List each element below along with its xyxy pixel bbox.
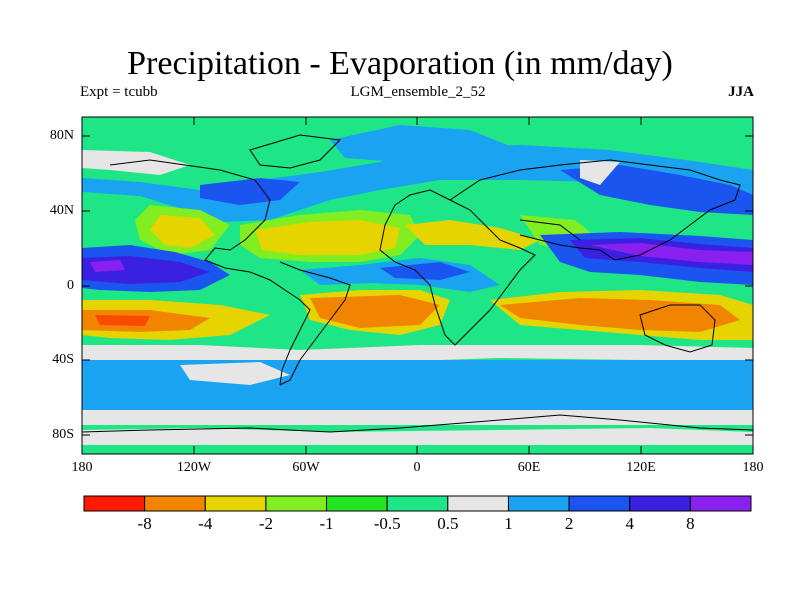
colorbar-swatch xyxy=(83,495,146,512)
colorbar-swatch xyxy=(447,495,509,512)
colorbar-label: -1 xyxy=(319,514,334,533)
colorbar-swatch xyxy=(507,495,570,512)
colorbar-swatch xyxy=(386,495,449,512)
lon-label-120e: 120E xyxy=(626,460,656,475)
colorbar-label: -8 xyxy=(137,514,152,533)
lat-label-40n: 40N xyxy=(49,203,74,218)
colorbar-swatch xyxy=(689,495,752,512)
lon-label-0: 0 xyxy=(413,460,421,475)
colorbar xyxy=(83,495,752,512)
experiment-label: Expt = tcubb xyxy=(80,84,158,100)
colorbar-swatch xyxy=(326,495,388,512)
map-title: Precipitation - Evaporation (in mm/day) xyxy=(127,45,673,82)
colorbar-label: 8 xyxy=(686,514,695,533)
colorbar-label: 0.5 xyxy=(437,514,459,533)
colorbar-swatch xyxy=(629,495,691,512)
lon-label-180w: 180 xyxy=(71,460,93,475)
colorbar-label: 2 xyxy=(564,514,574,533)
lat-label-80s: 80S xyxy=(52,427,74,442)
colorbar-swatch xyxy=(265,495,328,512)
colorbar-label: -2 xyxy=(258,514,273,533)
lon-label-60e: 60E xyxy=(517,460,541,475)
colorbar-label: -0.5 xyxy=(373,514,401,533)
lat-label-80n: 80N xyxy=(49,128,74,143)
pme-field xyxy=(82,117,753,454)
lat-label-0: 0 xyxy=(67,278,74,293)
lon-label-180e: 180 xyxy=(742,460,764,475)
lon-label-60w: 60W xyxy=(292,460,320,475)
coastlines xyxy=(82,134,753,433)
colorbar-swatch xyxy=(568,495,631,512)
colorbar-swatch xyxy=(144,495,206,512)
lon-label-120w: 120W xyxy=(176,460,212,475)
ensemble-label: LGM_ensemble_2_52 xyxy=(350,84,486,100)
season-label: JJA xyxy=(728,84,754,100)
colorbar-label: -4 xyxy=(198,514,213,533)
colorbar-label: 1 xyxy=(504,514,513,533)
lat-label-40s: 40S xyxy=(52,352,74,367)
colorbar-label: 4 xyxy=(625,514,634,533)
colorbar-swatch xyxy=(204,495,267,512)
axis-ticks xyxy=(82,117,753,454)
